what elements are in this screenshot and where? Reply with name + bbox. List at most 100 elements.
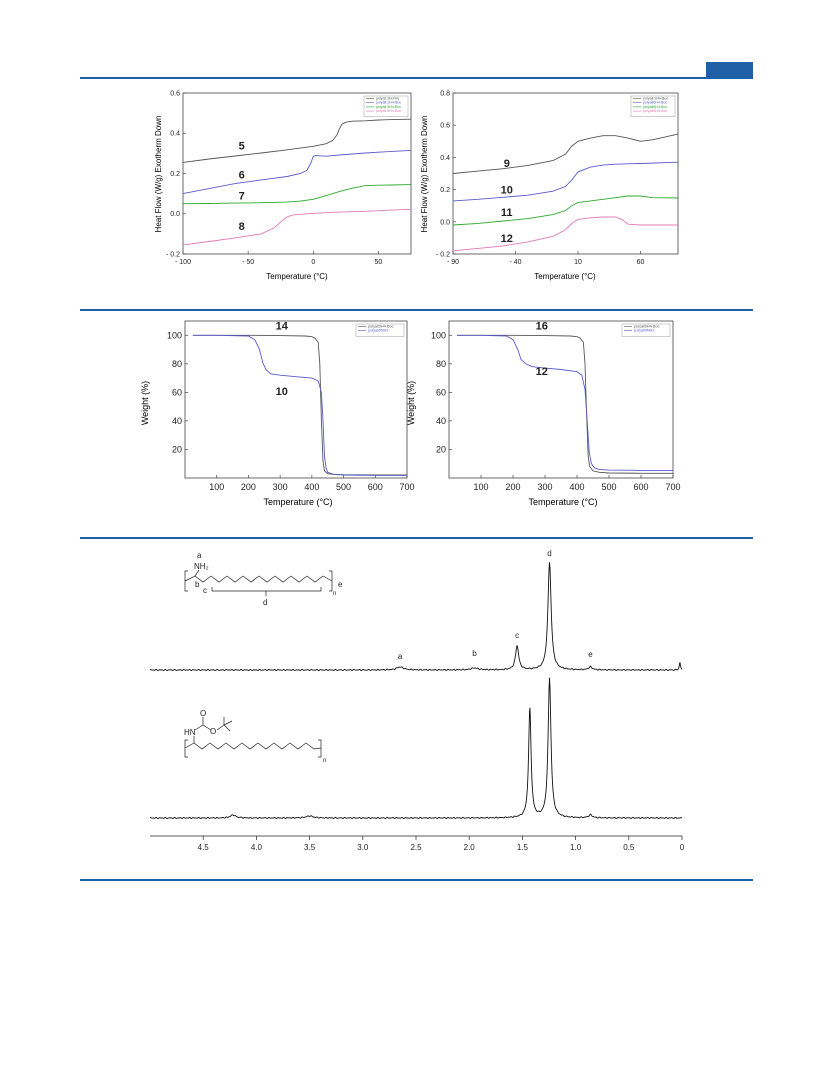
y-tick-label: 80 (172, 359, 182, 369)
nmr-x-tick-label: 0 (680, 843, 685, 852)
legend-entry: polyall6H4-Boc (643, 101, 667, 105)
legend-box (363, 95, 409, 117)
header-tab (706, 62, 753, 78)
legend-entry: polyall.1H4-Boc (376, 101, 401, 105)
atom-o-ester: O (210, 727, 216, 736)
nmr-x-tick-label: 2.0 (464, 843, 476, 852)
nmr-peak-label-b: b (472, 649, 477, 658)
series-label-10: 10 (276, 386, 288, 398)
dsc-left-chart: Heat Flow (W/g) Exotherm Down Temperatur… (154, 90, 412, 281)
series-label-16: 16 (536, 321, 548, 333)
series-line-16 (457, 334, 673, 474)
x-tick-label: 400 (304, 482, 319, 492)
structure-top-chain (184, 575, 333, 583)
x-tick-label: - 90 (447, 259, 459, 266)
nmr-x-tick-label: 3.5 (304, 843, 316, 852)
atom-hn: HN (184, 728, 196, 737)
series-line-10 (192, 334, 407, 476)
tga-left-chart: Weight (%) Temperature (°C) 100 200 300 400… (140, 321, 415, 507)
atom-n: n (333, 591, 336, 597)
structure-bottom-carbonyl-bond (194, 724, 204, 731)
structure-bottom-bracket-left (184, 739, 188, 758)
series-label-6: 6 (239, 170, 245, 182)
nmr-x-tick-label: 2.5 (410, 843, 422, 852)
y-tick-label: 0.4 (170, 131, 180, 138)
y-tick-label: 20 (172, 445, 182, 455)
y-tick-label: 0.4 (440, 155, 450, 162)
y-tick-label: - 0.2 (166, 251, 180, 258)
nmr-peak-label-c: c (515, 631, 519, 640)
series-line-7 (182, 184, 412, 205)
y-tick-label: 0.0 (170, 211, 180, 218)
plot-frame (182, 92, 412, 255)
y-axis-label: Heat Flow (W/g) Exotherm Down (154, 116, 163, 233)
y-tick-label: 0.2 (170, 171, 180, 178)
y-axis-label: Weight (%) (140, 381, 150, 425)
structure-top (184, 569, 333, 596)
atom-d: d (263, 598, 267, 607)
atom-e: e (338, 580, 343, 589)
plot-frame (184, 320, 408, 479)
structure-bottom-tbu-bond (216, 724, 225, 731)
nmr-x-tick-label: 1.0 (570, 843, 582, 852)
x-tick-label: 100 (473, 482, 488, 492)
structure-bottom-labels: O HN O n (184, 709, 326, 764)
x-tick-label: 700 (665, 482, 680, 492)
legend-box (355, 323, 405, 337)
structure-top-nh2-bond (194, 569, 200, 577)
x-tick-label: 60 (637, 259, 645, 266)
series-label-10: 10 (501, 185, 513, 197)
nmr-x-tick-label: 1.5 (517, 843, 529, 852)
x-tick-label: 100 (209, 482, 224, 492)
x-tick-label: 10 (574, 259, 582, 266)
x-tick-label: 300 (273, 482, 288, 492)
top-rule (80, 77, 753, 79)
series-label-11: 11 (501, 207, 513, 219)
structure-bottom-ester-bond (202, 724, 212, 731)
atom-c: c (203, 586, 207, 595)
nmr-x-tick-label: 4.5 (198, 843, 210, 852)
series-line-14 (192, 334, 407, 476)
series-line-8 (182, 208, 412, 246)
x-axis-label: Temperature (°C) (266, 272, 328, 281)
legend-entry: polyall.1H4-Boc (643, 97, 668, 101)
x-tick-label: - 40 (509, 259, 521, 266)
legend-entry: polyall3H4-Boc (643, 109, 667, 113)
structure-top-brace (211, 587, 322, 596)
rule-4 (80, 879, 753, 881)
x-tick-label: 200 (241, 482, 256, 492)
nmr-spectrum-bottom (149, 677, 683, 820)
x-tick-label: 50 (375, 259, 383, 266)
structure-bottom-tbu-methyl-2 (223, 720, 233, 726)
structure-bottom-tbu-methyl-3 (223, 724, 231, 732)
y-tick-label: 0.6 (170, 90, 180, 97)
x-axis-label: Temperature (°C) (263, 497, 332, 507)
nmr-peak-label-d: d (547, 549, 551, 558)
legend-entry: polyall.6H4-Boc (376, 109, 401, 113)
x-tick-label: 400 (569, 482, 584, 492)
atom-n-bottom: n (323, 758, 326, 764)
y-tick-label: 80 (436, 359, 446, 369)
nmr-x-tick-label: 0.5 (623, 843, 635, 852)
series-line-10 (452, 161, 679, 202)
nmr-x-tick-label: 4.0 (251, 843, 263, 852)
structure-bottom-bracket-right (318, 739, 322, 758)
atom-nh2: NH₂ (194, 562, 209, 571)
y-tick-label: 20 (436, 445, 446, 455)
series-line-5 (182, 118, 412, 163)
y-tick-label: 0.2 (440, 187, 450, 194)
series-label-7: 7 (239, 191, 245, 203)
series-label-8: 8 (239, 221, 245, 233)
x-axis-label: Temperature (°C) (534, 272, 596, 281)
series-label-5: 5 (239, 140, 245, 152)
x-tick-label: - 50 (242, 259, 254, 266)
series-line-6 (182, 149, 412, 195)
y-tick-label: 0.0 (440, 219, 450, 226)
legend-entry: polyall6H4-Boc (643, 105, 667, 109)
nmr-peak-label-a: a (398, 652, 403, 661)
structure-bottom-chain (184, 742, 322, 750)
legend-entry: polyall9NH2 (634, 329, 654, 333)
atom-b: b (195, 580, 200, 589)
x-tick-label: - 100 (175, 259, 191, 266)
